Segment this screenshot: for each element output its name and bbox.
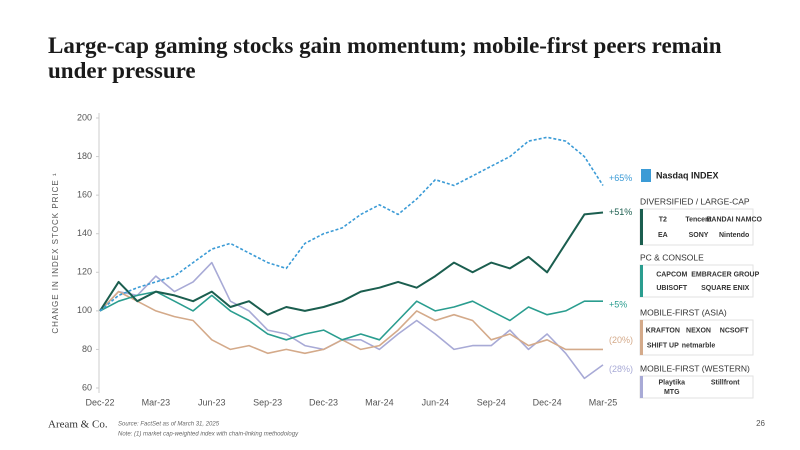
x-tick-label: Jun-23 [198,397,226,407]
series-line [99,290,603,341]
logo-text: CAPCOM [656,271,687,278]
x-tick-label: Dec-24 [533,397,562,407]
logo-text: EMBRACER GROUP [691,271,759,278]
brand: Aream & Co. [48,419,108,431]
x-tick-label: Dec-23 [309,397,338,407]
logo-box-accent [640,265,643,297]
y-tick-label: 200 [77,112,92,122]
logo-box-accent [640,209,643,245]
y-axis-label: CHANGE IN INDEX STOCK PRICE ¹ [51,172,60,333]
x-tick-label: Mar-23 [142,397,171,407]
legend-label: Nasdaq INDEX [656,170,719,180]
logo-text: BANDAI NAMCO [706,217,762,224]
x-tick-label: Mar-25 [589,397,618,407]
y-tick-label: 120 [77,267,92,277]
end-label: +5% [609,300,627,310]
y-tick-label: 180 [77,151,92,161]
logo-text: KRAFTON [646,327,680,334]
legend-icon [641,169,651,182]
end-label: (20%) [609,335,633,345]
logo-text: NCSOFT [720,327,750,334]
logo-text: Stillfront [711,379,740,386]
legend-label: PC & CONSOLE [640,252,704,262]
series-line [99,290,603,355]
logo-text: EA [658,232,668,239]
x-tick-label: Dec-22 [85,397,114,407]
logo-text: SHIFT UP [647,342,679,349]
y-tick-label: 140 [77,228,92,238]
series-line [99,261,604,380]
end-label: (28%) [609,364,633,374]
chart-title: Large-cap gaming stocks gain momentum; m… [48,33,722,83]
logo-text: UBISOFT [656,285,687,292]
logo-text: netmarble [682,342,716,349]
logo-text: MTG [664,389,680,396]
logo-box-accent [640,376,643,398]
x-tick-label: Jun-24 [422,397,450,407]
legend-label: MOBILE-FIRST (WESTERN) [640,363,750,373]
logo-text: NEXON [686,327,711,334]
y-tick-label: 80 [82,344,92,354]
logo-text: Nintendo [719,232,749,239]
logo-box [639,319,754,356]
source: Source: FactSet as of March 31, 2025 [118,422,220,428]
series-line [99,211,604,316]
logo-text: SQUARE ENIX [701,285,750,292]
legend-label: MOBILE-FIRST (ASIA) [640,307,727,317]
x-tick-label: Sep-24 [477,397,506,407]
x-tick-label: Mar-24 [365,397,394,407]
logo-text: SONY [689,232,709,239]
y-tick-label: 100 [77,305,92,315]
logo-box [639,208,754,246]
end-label: +51% [609,207,632,217]
logo-text: Playtika [659,379,686,386]
logo-box-accent [640,320,643,355]
logo-text: Tencent [685,217,712,224]
note: Note: (1) market cap-weighted index with… [118,432,299,438]
page-number: 26 [756,419,765,428]
y-tick-label: 160 [77,190,92,200]
logo-text: T2 [659,217,667,224]
end-label: +65% [609,173,632,183]
series-line [99,136,604,312]
x-tick-label: Sep-23 [253,397,282,407]
legend-label: DIVERSIFIED / LARGE-CAP [640,196,750,206]
y-tick-label: 60 [82,382,92,392]
